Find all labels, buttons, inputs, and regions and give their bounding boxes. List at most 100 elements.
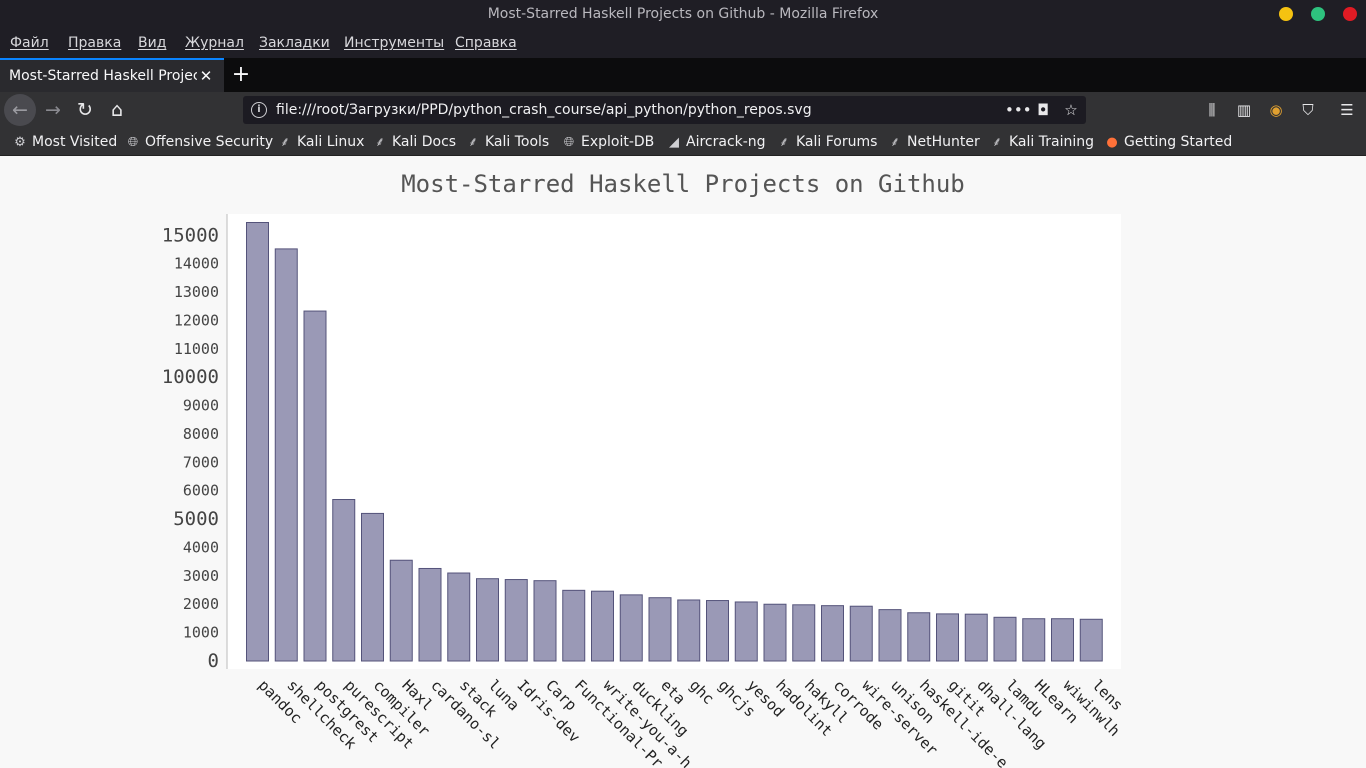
y-tick-label: 13000 [174, 283, 219, 301]
bookmark-label: Kali Forums [796, 134, 878, 150]
forward-arrow-icon[interactable]: → [45, 99, 61, 121]
bar-shellcheck[interactable] [274, 248, 298, 662]
bookmark-most-visited[interactable]: ⚙ Most Visited [12, 128, 117, 156]
window-titlebar: Most-Starred Haskell Projects on Github … [0, 0, 1366, 28]
page-actions-icon[interactable]: ••• [1005, 101, 1032, 119]
tab-title: Most-Starred Haskell Projects on Github [9, 68, 197, 84]
y-tick-label: 8000 [183, 425, 219, 443]
bar-ghcjs[interactable] [706, 600, 729, 662]
bar-lamdu[interactable] [993, 616, 1017, 662]
y-tick-label: 12000 [174, 311, 219, 329]
bookmark-nethunter[interactable]: ⸙ NetHunter [887, 128, 980, 156]
kali-dragon-icon: ⸙ [779, 135, 789, 150]
bar-purescript[interactable] [332, 499, 356, 662]
menu-view[interactable]: Вид [138, 35, 167, 51]
bookmark-exploit-db[interactable]: 🌐︎ Exploit-DB [561, 128, 655, 156]
bar-cardano-sl[interactable] [418, 567, 442, 662]
bookmark-aircrack-ng[interactable]: ◢ Aircrack-ng [666, 128, 766, 156]
bar-gitit[interactable] [936, 613, 959, 662]
shield-icon[interactable]: ⛉ [1302, 101, 1314, 119]
bookmark-kali-docs[interactable]: ⸙ Kali Docs [372, 128, 456, 156]
menu-file[interactable]: Файл [10, 35, 49, 51]
menu-history[interactable]: Журнал [185, 35, 244, 51]
kali-dragon-icon: ⸙ [468, 135, 478, 150]
kali-dragon-icon: ⸙ [280, 135, 290, 150]
bar-stack[interactable] [447, 572, 471, 662]
bar-wiwinwlh[interactable] [1051, 618, 1074, 662]
bookmarks-toolbar: ⚙ Most Visited 🌐︎ Offensive Security ⸙ Kali… [0, 128, 1366, 156]
kali-dragon-icon: ⸙ [375, 135, 385, 150]
close-tab-icon[interactable]: ✕ [199, 67, 213, 85]
bar-yesod[interactable] [734, 601, 758, 662]
hamburger-menu-icon[interactable]: ☰ [1340, 101, 1354, 119]
bar-ghc[interactable] [677, 599, 701, 662]
bar-haskell-ide-e[interactable] [907, 612, 931, 662]
bar-corrode[interactable] [821, 605, 844, 662]
bookmark-kali-tools[interactable]: ⸙ Kali Tools [465, 128, 549, 156]
bar-hadolint[interactable] [763, 603, 787, 662]
bookmark-label: Kali Training [1009, 134, 1094, 150]
bar-luna[interactable] [476, 578, 499, 662]
maximize-button[interactable] [1311, 7, 1325, 21]
bookmark-offensive-security[interactable]: 🌐︎ Offensive Security [125, 128, 273, 156]
y-tick-label: 0 [208, 650, 219, 672]
bar-Idris-dev[interactable] [504, 579, 528, 662]
tab-strip: Most-Starred Haskell Projects on Github … [0, 58, 1366, 92]
bookmark-getting-started[interactable]: ● Getting Started [1104, 128, 1232, 156]
y-tick-label: 2000 [183, 595, 219, 613]
y-tick-label: 11000 [174, 340, 219, 358]
url-text[interactable]: file:///root/Загрузки/PPD/python_crash_c… [276, 102, 812, 118]
menu-help[interactable]: Справка [455, 35, 517, 51]
library-icon[interactable]: ⫼ [1208, 101, 1216, 119]
bar-Carp[interactable] [533, 580, 557, 662]
y-tick-label: 7000 [183, 453, 219, 471]
bookmark-kali-linux[interactable]: ⸙ Kali Linux [277, 128, 364, 156]
bar-chart: Most-Starred Haskell Projects on Github … [162, 170, 1127, 768]
bookmark-kali-training[interactable]: ⸙ Kali Training [989, 128, 1094, 156]
bar-Functional-Pr[interactable] [562, 589, 586, 662]
menu-edit[interactable]: Правка [68, 35, 122, 51]
pocket-icon[interactable]: ◘ [1037, 101, 1049, 119]
sidebar-icon[interactable]: ▥ [1236, 101, 1252, 119]
home-icon[interactable]: ⌂ [110, 99, 124, 121]
bar-pandoc[interactable] [246, 222, 269, 662]
minimize-button[interactable] [1279, 7, 1293, 21]
menu-tools[interactable]: Инструменты [344, 35, 445, 51]
bar-duckling[interactable] [619, 594, 643, 662]
bookmark-label: Kali Tools [485, 134, 550, 150]
bar-HLearn[interactable] [1022, 618, 1046, 662]
bar-lens[interactable] [1079, 618, 1103, 662]
bookmark-label: NetHunter [907, 134, 980, 150]
page-content: Most-Starred Haskell Projects on Github … [0, 156, 1366, 768]
navigation-toolbar: ← → ↻ ⌂ i file:///root/Загрузки/PPD/pyth… [0, 92, 1366, 128]
chart-title: Most-Starred Haskell Projects on Github [401, 170, 965, 198]
bar-postgrest[interactable] [303, 310, 327, 662]
y-tick-label: 10000 [162, 366, 219, 388]
kali-dragon-icon: ⸙ [992, 135, 1002, 150]
star-icon[interactable]: ☆ [1064, 101, 1078, 119]
bar-dhall-lang[interactable] [964, 613, 988, 662]
bar-unison[interactable] [878, 609, 902, 662]
bookmark-kali-forums[interactable]: ⸙ Kali Forums [776, 128, 877, 156]
bookmark-label: Kali Docs [392, 134, 457, 150]
extension-icon[interactable]: ◉ [1269, 101, 1283, 119]
bar-hakyll[interactable] [792, 604, 816, 662]
globe-icon: 🌐︎ [563, 135, 575, 150]
y-tick-label: 5000 [173, 508, 219, 530]
menu-bookmarks[interactable]: Закладки [259, 35, 330, 51]
new-tab-button[interactable]: + [231, 62, 251, 87]
bar-write-you-a-h[interactable] [591, 590, 614, 662]
bar-wire-server[interactable] [849, 605, 873, 662]
x-tick-label: ghc [686, 676, 718, 708]
tab-active[interactable]: Most-Starred Haskell Projects on Github … [0, 58, 224, 92]
reload-icon[interactable]: ↻ [77, 99, 93, 121]
site-info-icon[interactable]: i [251, 102, 267, 118]
bar-eta[interactable] [648, 597, 672, 662]
back-arrow-icon[interactable]: ← [4, 94, 36, 126]
bookmark-label: Exploit-DB [581, 134, 655, 150]
x-axis-labels: pandocshellcheckpostgrestpurescriptcompi… [255, 676, 1127, 768]
bar-Haxl[interactable] [389, 559, 413, 662]
close-window-button[interactable] [1343, 7, 1357, 21]
bar-compiler[interactable] [361, 512, 384, 662]
url-bar[interactable]: i file:///root/Загрузки/PPD/python_crash… [243, 96, 1086, 124]
